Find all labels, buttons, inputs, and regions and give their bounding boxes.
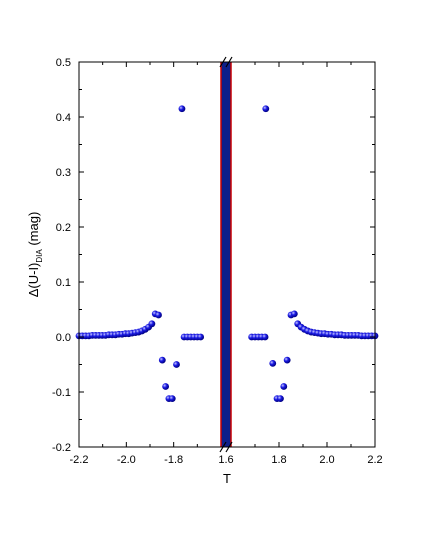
- data-point: [155, 311, 162, 319]
- data-point: [158, 356, 166, 364]
- y-tick-label: 0.5: [56, 57, 71, 69]
- top-axis-break-mark: [225, 56, 233, 68]
- data-point: [280, 383, 288, 390]
- data-point: [277, 395, 284, 402]
- x-tick-label: -2.2: [70, 454, 89, 466]
- data-points-layer: [75, 105, 379, 402]
- data-point: [168, 395, 176, 402]
- x-tick-label: -2.0: [117, 454, 136, 466]
- x-tick-label: 2.2: [367, 454, 382, 466]
- top-axis-break-mark: [219, 56, 227, 68]
- y-tick-label: 0.3: [56, 167, 71, 179]
- y-tick-label: 0.0: [56, 332, 71, 344]
- y-axis-label-subscript: DIA: [35, 249, 44, 263]
- data-point: [283, 356, 291, 364]
- x-axis-label: T: [223, 471, 231, 486]
- y-axis-label: Δ(U-I)DIA (mag): [26, 212, 44, 298]
- y-axis-label-main: Δ(U-I): [26, 263, 41, 298]
- y-tick-label: 0.2: [56, 222, 71, 234]
- y-tick-label: -0.2: [52, 442, 71, 454]
- x-axis-ticks: -2.2 -2.0 -1.8 1.8 2.0 2.2 1.6: [70, 62, 383, 466]
- axis-break-marks: [219, 56, 233, 453]
- data-point: [269, 360, 277, 367]
- data-point: [261, 333, 269, 341]
- break-band-fill: [221, 62, 231, 447]
- x-tick-label-break: 1.6: [218, 454, 233, 466]
- data-point: [178, 105, 186, 113]
- x-tick-label: -1.8: [164, 454, 183, 466]
- data-point: [290, 310, 298, 318]
- bottom-axis-break-mark: [225, 441, 233, 453]
- x-tick-label: 2.0: [319, 454, 334, 466]
- data-point: [173, 361, 180, 368]
- bottom-axis-break-mark: [219, 441, 227, 453]
- data-point: [262, 105, 270, 113]
- axis-break-band: [220, 62, 232, 447]
- x-tick-label: 1.8: [271, 454, 286, 466]
- y-axis-ticks: -0.2 -0.1 0.0 0.1 0.2 0.3 0.4 0.5: [52, 57, 375, 454]
- data-point: [197, 333, 205, 341]
- y-tick-label: 0.4: [56, 112, 71, 124]
- data-point: [162, 383, 170, 390]
- y-axis-label-unit: (mag): [26, 212, 41, 250]
- y-tick-label: 0.1: [56, 277, 71, 289]
- y-tick-label: -0.1: [52, 387, 71, 399]
- data-point: [148, 320, 156, 328]
